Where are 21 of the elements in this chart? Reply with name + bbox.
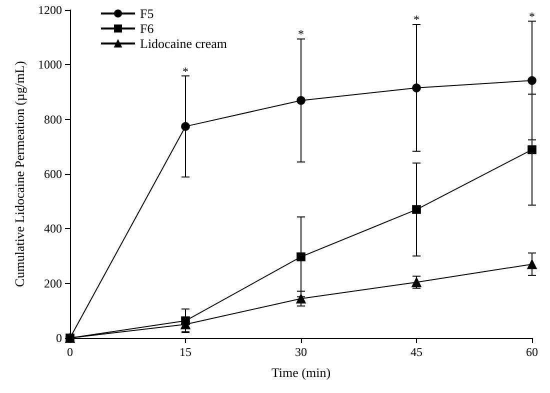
y-tick-label: 800 — [44, 112, 62, 126]
x-tick-label: 0 — [67, 345, 73, 359]
y-tick-label: 200 — [44, 276, 62, 290]
legend-label: F5 — [140, 6, 154, 21]
annotation: * — [414, 12, 420, 27]
x-tick-label: 60 — [526, 345, 538, 359]
y-axis-title: Cumulative Lidocaine Permeation (µg/mL) — [12, 61, 27, 287]
annotation: * — [182, 64, 188, 78]
x-tick-label: 15 — [180, 345, 192, 359]
x-tick-label: 30 — [295, 345, 307, 359]
y-tick-label: 1000 — [38, 58, 62, 72]
y-tick-label: 400 — [44, 222, 62, 236]
legend-label: Lidocaine cream — [140, 36, 227, 51]
y-tick-label: 1200 — [38, 3, 62, 17]
annotation: * — [529, 9, 535, 24]
y-tick-label: 0 — [56, 331, 62, 345]
x-axis-title: Time (min) — [271, 365, 331, 380]
x-tick-label: 45 — [410, 345, 422, 359]
y-tick-label: 600 — [44, 167, 62, 181]
annotation: * — [298, 27, 304, 42]
legend-label: F6 — [140, 21, 154, 36]
